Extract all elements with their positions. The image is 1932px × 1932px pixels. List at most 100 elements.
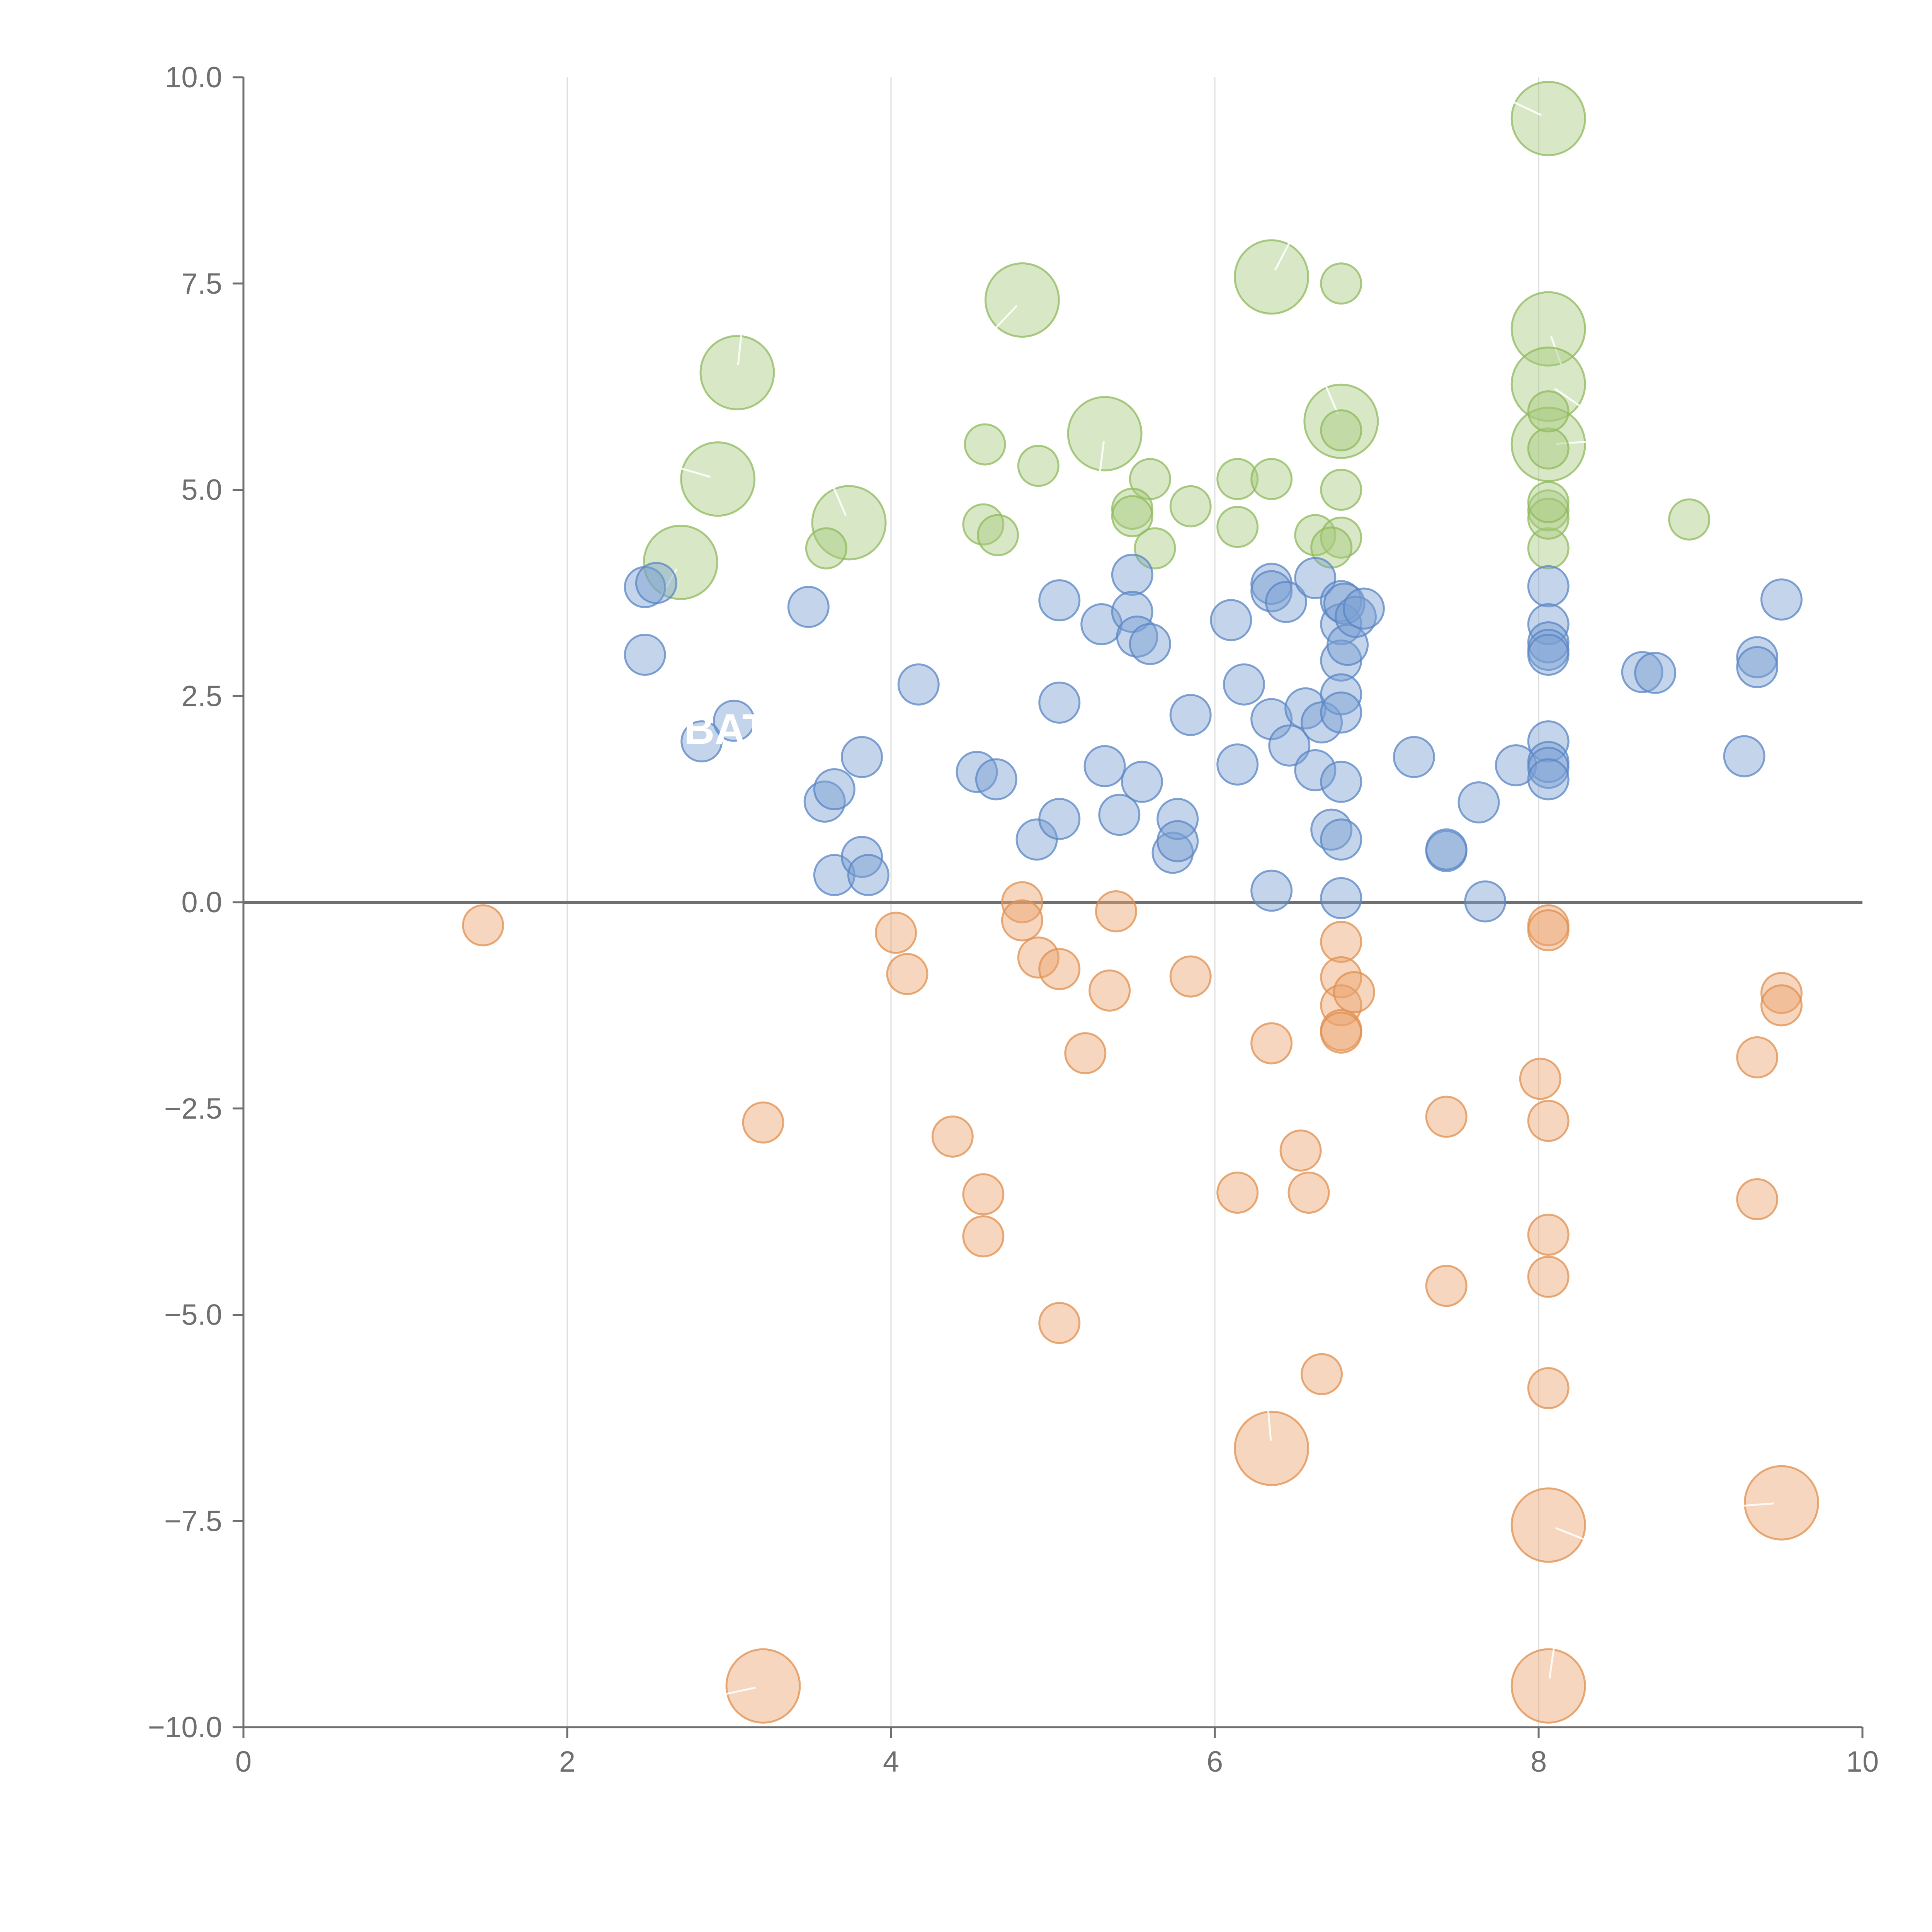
bubble-connector [1099,441,1105,474]
orange-bubble [1095,890,1137,932]
orange-bubble [875,912,917,954]
blue-bubble [713,699,755,742]
blue-bubble [1250,698,1293,740]
green-bubble [1527,390,1570,433]
green-bubble [1017,445,1060,487]
blue-bubble [1335,595,1377,638]
green-bubble [964,423,1006,466]
orange-bubble [742,1101,784,1144]
orange-bubble [1017,936,1060,979]
blue-bubble [1156,820,1199,862]
blue-bubble [1320,691,1362,734]
orange-bubble [1527,909,1570,952]
orange-bubble [1527,1213,1570,1256]
blue-bubble [1250,869,1293,912]
orange-bubble [1301,1353,1343,1395]
y-tick-label: 10.0 [165,61,222,94]
blue-bubble [1527,565,1570,607]
green-bubble [680,441,756,517]
bubble-connector [723,1687,756,1696]
orange-bubble [1169,955,1212,998]
blue-bubble [1736,646,1779,689]
orange-bubble [1760,972,1803,1014]
blue-bubble [1121,760,1163,803]
green-bubble [1320,469,1362,511]
blue-bubble [1265,581,1307,623]
blue-bubble [1169,694,1212,736]
orange-bubble [1736,1178,1779,1221]
y-tick-label: 5.0 [181,474,222,507]
green-bubble [643,524,718,600]
bubble-connector [679,467,711,478]
orange-bubble [886,953,929,995]
blue-bubble [1527,747,1570,789]
callout-label: BAT [684,706,768,753]
blue-bubble [680,720,723,763]
blue-bubble [1425,828,1468,871]
blue-bubble [1151,832,1194,874]
series-blue [624,553,1803,923]
green-bubble [1320,409,1362,452]
orange-bubble [1001,881,1043,923]
blue-bubble [1527,603,1570,646]
bubble-layer [462,81,1819,1724]
orange-bubble [931,1115,974,1158]
green-bubble [1527,497,1570,540]
green-bubble [1111,495,1153,537]
blue-bubble [1464,880,1507,923]
orange-bubble [1064,1032,1107,1075]
blue-bubble [1038,798,1081,840]
blue-bubble [1294,749,1337,791]
green-bubble [962,503,1005,546]
y-tick-label: −2.5 [164,1092,222,1125]
y-tick-label: −10.0 [148,1711,222,1744]
orange-bubble [1510,1487,1586,1563]
green-bubble [1668,498,1711,541]
y-tick-label: −7.5 [164,1505,222,1537]
orange-bubble [1425,1265,1468,1307]
blue-bubble [1760,578,1803,621]
blue-bubble [1320,673,1362,716]
series-green [643,81,1711,600]
green-bubble [1320,262,1362,305]
blue-bubble [897,663,940,706]
blue-bubble [975,758,1017,801]
y-tick-label: −5.0 [164,1299,222,1332]
bubble-connector [1324,383,1339,415]
blue-bubble [635,562,677,604]
y-tick-label: 0.0 [181,886,222,919]
green-bubble [1510,291,1586,367]
green-bubble [1250,458,1293,500]
x-tick-label: 4 [883,1745,899,1778]
green-bubble [1216,458,1259,500]
orange-bubble [1527,1100,1570,1142]
blue-bubble [1621,651,1663,693]
orange-bubble [1736,1036,1779,1078]
orange-bubble [1088,969,1131,1012]
blue-bubble [847,854,889,896]
green-bubble [1067,396,1143,471]
orange-bubble [1760,984,1803,1027]
blue-bubble [1527,758,1570,801]
orange-bubble [1038,1302,1081,1344]
blue-bubble [813,768,855,811]
series-orange [462,881,1819,1724]
green-bubble [1527,481,1570,524]
x-tick-label: 2 [559,1745,575,1778]
green-bubble [1527,527,1570,570]
bubble-connector [737,332,743,365]
blue-bubble [787,586,830,628]
orange-bubble [1320,920,1362,963]
orange-bubble [1320,1011,1362,1054]
blue-bubble [1111,553,1153,596]
axes: 10.0 7.5 5.0 2.5 0.0 −2.5 −5.0 −7.5 −10.0 0 2 4 6 8 10 [148,61,1879,1778]
bubble-connector [1274,240,1291,271]
label-layer: BAT [684,706,768,753]
bubble-connector [832,485,847,516]
orange-bubble [1234,1410,1310,1486]
orange-bubble [1038,948,1081,990]
bubble-connector [993,305,1018,330]
green-bubble [1510,81,1586,156]
bubble-connector [1554,388,1582,408]
